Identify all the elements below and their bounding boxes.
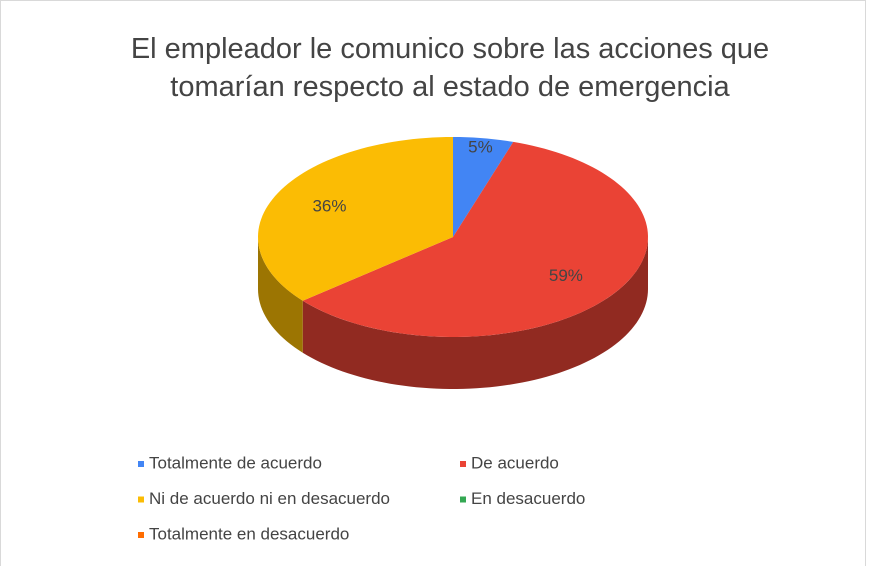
- pie-slice: [302, 141, 648, 337]
- pie-slice: [453, 137, 514, 237]
- pie-slice-side: [258, 237, 303, 353]
- pie-slice-side: [302, 237, 648, 389]
- legend-marker: [460, 461, 466, 467]
- legend-marker: [138, 496, 144, 503]
- legend-marker: [138, 532, 144, 538]
- pie-slice: [258, 137, 453, 301]
- data-label: 59%: [549, 266, 583, 285]
- data-label: 36%: [312, 197, 346, 216]
- legend-marker: [138, 461, 144, 467]
- chart-title: El empleador le comunico sobre las accio…: [130, 33, 770, 103]
- legend-label: Totalmente de acuerdo: [149, 453, 322, 472]
- legend-label: Totalmente en desacuerdo: [149, 524, 349, 543]
- legend-marker: [460, 496, 466, 503]
- legend-label: Ni de acuerdo ni en desacuerdo: [149, 489, 390, 508]
- legend-label: En desacuerdo: [471, 489, 585, 508]
- legend-label: De acuerdo: [471, 453, 559, 472]
- data-label: 5%: [468, 138, 493, 157]
